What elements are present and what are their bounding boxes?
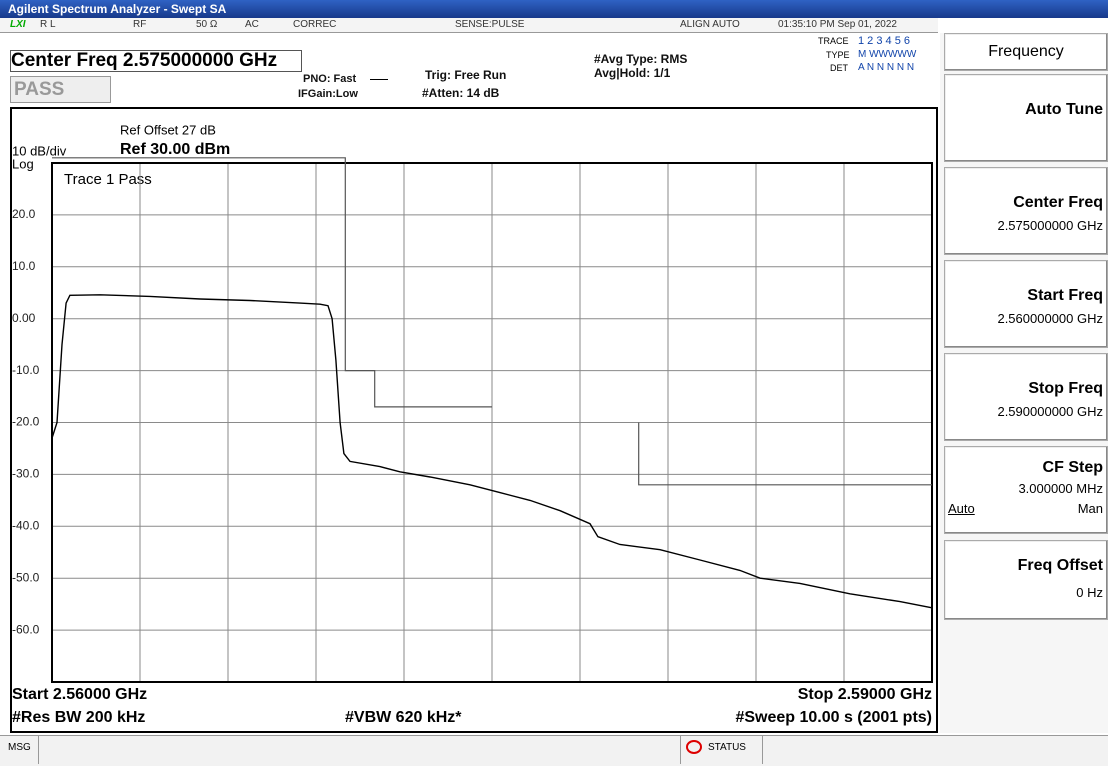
status-item: SENSE:PULSE	[455, 19, 525, 30]
limit-line	[52, 157, 492, 408]
det-label: DET	[830, 63, 848, 73]
message-bar	[0, 735, 1108, 766]
y-tick-label: -10.0	[12, 363, 40, 377]
y-tick-label: -50.0	[12, 570, 40, 584]
y-tick-label: -60.0	[12, 622, 40, 636]
y-tick-label: 10.0	[12, 259, 36, 273]
status-item: ALIGN AUTO	[680, 19, 740, 30]
pno-arrow	[370, 79, 388, 80]
start-freq: Start 2.56000 GHz	[12, 686, 147, 703]
pass-box: PASS	[10, 76, 111, 103]
graph: Ref Offset 27 dB Ref 30.00 dBm 10 dB/div…	[10, 107, 938, 733]
status-item: 50 Ω	[196, 19, 218, 30]
status-divider	[680, 736, 681, 764]
y-tick-label: -30.0	[12, 467, 40, 481]
plot-frame	[51, 162, 933, 683]
softkey[interactable]: Start Freq 2.560000000 GHz	[944, 260, 1108, 348]
trace-label: TRACE	[818, 36, 849, 46]
det-value: A N N N N N	[858, 62, 915, 73]
softkey-option: Auto	[948, 501, 975, 516]
status-item: AC	[245, 19, 259, 30]
menu-title: Frequency	[988, 43, 1064, 60]
softkey-label: Start Freq	[1027, 287, 1103, 304]
type-label: TYPE	[826, 50, 850, 60]
softkey-option: Man	[1077, 501, 1103, 516]
softkey-label: Freq Offset	[1017, 557, 1103, 574]
softkey-label: Center Freq	[1013, 194, 1103, 211]
ref-level: Ref 30.00 dBm	[120, 141, 230, 158]
trace	[51, 294, 933, 609]
softkey-label: Stop Freq	[1028, 380, 1103, 397]
status: STATUS	[708, 742, 746, 753]
softkey-menu-title: Frequency	[944, 33, 1108, 71]
y-tick-label: -40.0	[12, 518, 40, 532]
status-time: 01:35:10 PM Sep 01, 2022	[778, 19, 897, 30]
status-row	[0, 18, 938, 33]
status-item: RF	[133, 19, 147, 30]
scale: 10 dB/div	[12, 143, 67, 158]
softkey-value: 2.590000000 GHz	[997, 404, 1103, 419]
rbw: #Res BW 200 kHz	[12, 709, 145, 726]
softkey-label: Auto Tune	[1025, 101, 1103, 118]
msg: MSG	[8, 742, 31, 753]
ifgain: IFGain:Low	[298, 88, 358, 100]
window-title: Agilent Spectrum Analyzer - Swept SA	[8, 2, 227, 16]
trig: Trig: Free Run	[425, 68, 507, 82]
center-freq-box: Center Freq 2.575000000 GHz	[10, 50, 302, 72]
softkey[interactable]: Center Freq 2.575000000 GHz	[944, 167, 1108, 255]
sweep: #Sweep 10.00 s (2001 pts)	[735, 709, 932, 726]
lxi: LXI	[10, 19, 26, 30]
pass: PASS	[14, 79, 65, 100]
avg-type: #Avg Type: RMS	[594, 52, 688, 66]
atten: #Atten: 14 dB	[422, 86, 500, 100]
avg-hold: Avg|Hold: 1/1	[594, 66, 671, 80]
graph-frame	[10, 107, 938, 733]
scale-type: Log	[12, 156, 34, 171]
softkey[interactable]: CF Step 3.000000 MHz Auto Man	[944, 446, 1108, 534]
status-icon	[686, 740, 702, 754]
softkey-value: 2.560000000 GHz	[997, 311, 1103, 326]
stop-freq: Stop 2.59000 GHz	[798, 686, 932, 703]
softkey[interactable]: Auto Tune	[944, 74, 1108, 162]
softkey-value: 3.000000 MHz	[1018, 481, 1103, 496]
status-item: CORREC	[293, 19, 337, 30]
status-divider	[762, 736, 763, 764]
limit-line	[638, 422, 932, 486]
msg-divider	[38, 736, 39, 764]
softkey-label: CF Step	[1042, 459, 1103, 476]
type-value: M WWWWW	[858, 49, 917, 60]
pno: PNO: Fast	[303, 73, 357, 85]
y-tick-label: 20.0	[12, 207, 36, 221]
y-tick-label: 0.00	[12, 311, 36, 325]
softkey[interactable]: Freq Offset 0 Hz	[944, 540, 1108, 620]
title-bar: Agilent Spectrum Analyzer - Swept SA	[0, 0, 1108, 18]
vbw: #VBW 620 kHz*	[345, 709, 462, 726]
softkey-value: 0 Hz	[1076, 585, 1103, 600]
annotation: Trace 1 Pass	[64, 171, 152, 188]
center-freq: Center Freq 2.575000000 GHz	[11, 50, 278, 71]
trace-value: 1 2 3 4 5 6	[858, 35, 910, 47]
ref-offset: Ref Offset 27 dB	[120, 122, 216, 137]
y-tick-label: -20.0	[12, 415, 40, 429]
softkey[interactable]: Stop Freq 2.590000000 GHz	[944, 353, 1108, 441]
status-item: R L	[40, 19, 56, 30]
softkey-value: 2.575000000 GHz	[997, 218, 1103, 233]
